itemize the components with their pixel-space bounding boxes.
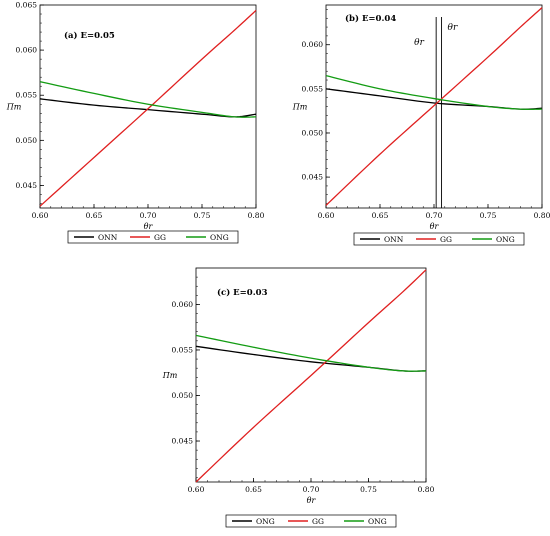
x-tick-label: 0.60 — [32, 211, 49, 220]
y-tick-label: 0.050 — [172, 391, 194, 400]
panel-label: (c) E=0.03 — [217, 287, 268, 298]
plot-frame — [325, 4, 543, 209]
series-line-ong — [325, 74, 543, 110]
series-line-gg — [39, 9, 257, 207]
y-tick-label: 0.055 — [16, 91, 38, 100]
x-tick-label: 0.80 — [248, 211, 265, 220]
y-axis-label: Πm — [162, 371, 178, 380]
x-axis-label: θr — [144, 222, 154, 231]
legend-box — [353, 232, 525, 246]
panel-label: (a) E=0.05 — [64, 30, 115, 41]
y-tick-label: 0.060 — [302, 40, 324, 49]
legend: ONG GG ONG — [225, 514, 397, 528]
series-line-gg — [195, 269, 427, 483]
legend-label: ONG — [210, 233, 229, 242]
y-tick-label: 0.050 — [302, 128, 324, 137]
series-line-onn — [39, 98, 257, 118]
y-tick-label: 0.050 — [16, 136, 38, 145]
x-tick-label: 0.70 — [426, 211, 443, 220]
x-tick-label: 0.65 — [245, 485, 262, 494]
x-tick-label: 0.70 — [303, 485, 320, 494]
legend-box — [67, 230, 239, 244]
x-tick-label: 0.70 — [140, 211, 157, 220]
theta-label: θr — [414, 38, 424, 48]
x-tick-label: 0.60 — [188, 485, 205, 494]
legend: ONN GG ONG — [353, 232, 525, 246]
legend-label: GG — [440, 235, 452, 244]
series-line-gg — [325, 7, 543, 206]
x-tick-label: 0.65 — [86, 211, 103, 220]
x-tick-label: 0.60 — [318, 211, 335, 220]
panel-label: (b) E=0.04 — [345, 13, 396, 24]
x-axis-label: θr — [307, 496, 317, 505]
legend-label: GG — [312, 517, 324, 526]
series-line-ong — [39, 81, 257, 118]
y-tick-label: 0.045 — [172, 437, 194, 446]
chart-panel-2: 0.60 0.65 0.70 0.75 0.80 0.045 0.050 0.055 0.060… — [292, 4, 550, 246]
theta-label: θr — [448, 23, 458, 33]
legend-label: ONG — [496, 235, 515, 244]
legend-label: ONN — [384, 235, 404, 244]
y-tick-label: 0.060 — [172, 300, 194, 309]
y-tick-label: 0.045 — [302, 173, 324, 182]
x-tick-label: 0.75 — [194, 211, 211, 220]
legend-label: ONG — [368, 517, 387, 526]
y-tick-label: 0.060 — [16, 46, 38, 55]
y-tick-label: 0.055 — [172, 345, 194, 354]
y-tick-label: 0.055 — [302, 84, 324, 93]
y-axis-label: Πm — [292, 103, 308, 112]
y-tick-label: 0.065 — [16, 1, 38, 10]
x-tick-label: 0.75 — [360, 485, 377, 494]
x-tick-label: 0.80 — [418, 485, 435, 494]
series-line-ong — [195, 334, 427, 372]
y-axis-label: Πm — [6, 103, 22, 112]
chart-panel-1: 0.60 0.65 0.70 0.75 0.80 0.045 0.050 0.055 0.060… — [6, 1, 265, 244]
x-tick-label: 0.80 — [534, 211, 550, 220]
legend-label: ONG — [256, 517, 275, 526]
x-tick-label: 0.75 — [480, 211, 497, 220]
x-tick-label: 0.65 — [372, 211, 389, 220]
legend-label: GG — [154, 233, 166, 242]
legend: ONN GG ONG — [67, 230, 239, 244]
x-axis-label: θr — [430, 222, 440, 231]
y-tick-label: 0.045 — [16, 181, 38, 190]
legend-box — [225, 514, 397, 528]
legend-label: ONN — [98, 233, 118, 242]
chart-panel-3: 0.60 0.65 0.70 0.75 0.80 0.045 0.050 0.055 0.060… — [162, 267, 435, 528]
